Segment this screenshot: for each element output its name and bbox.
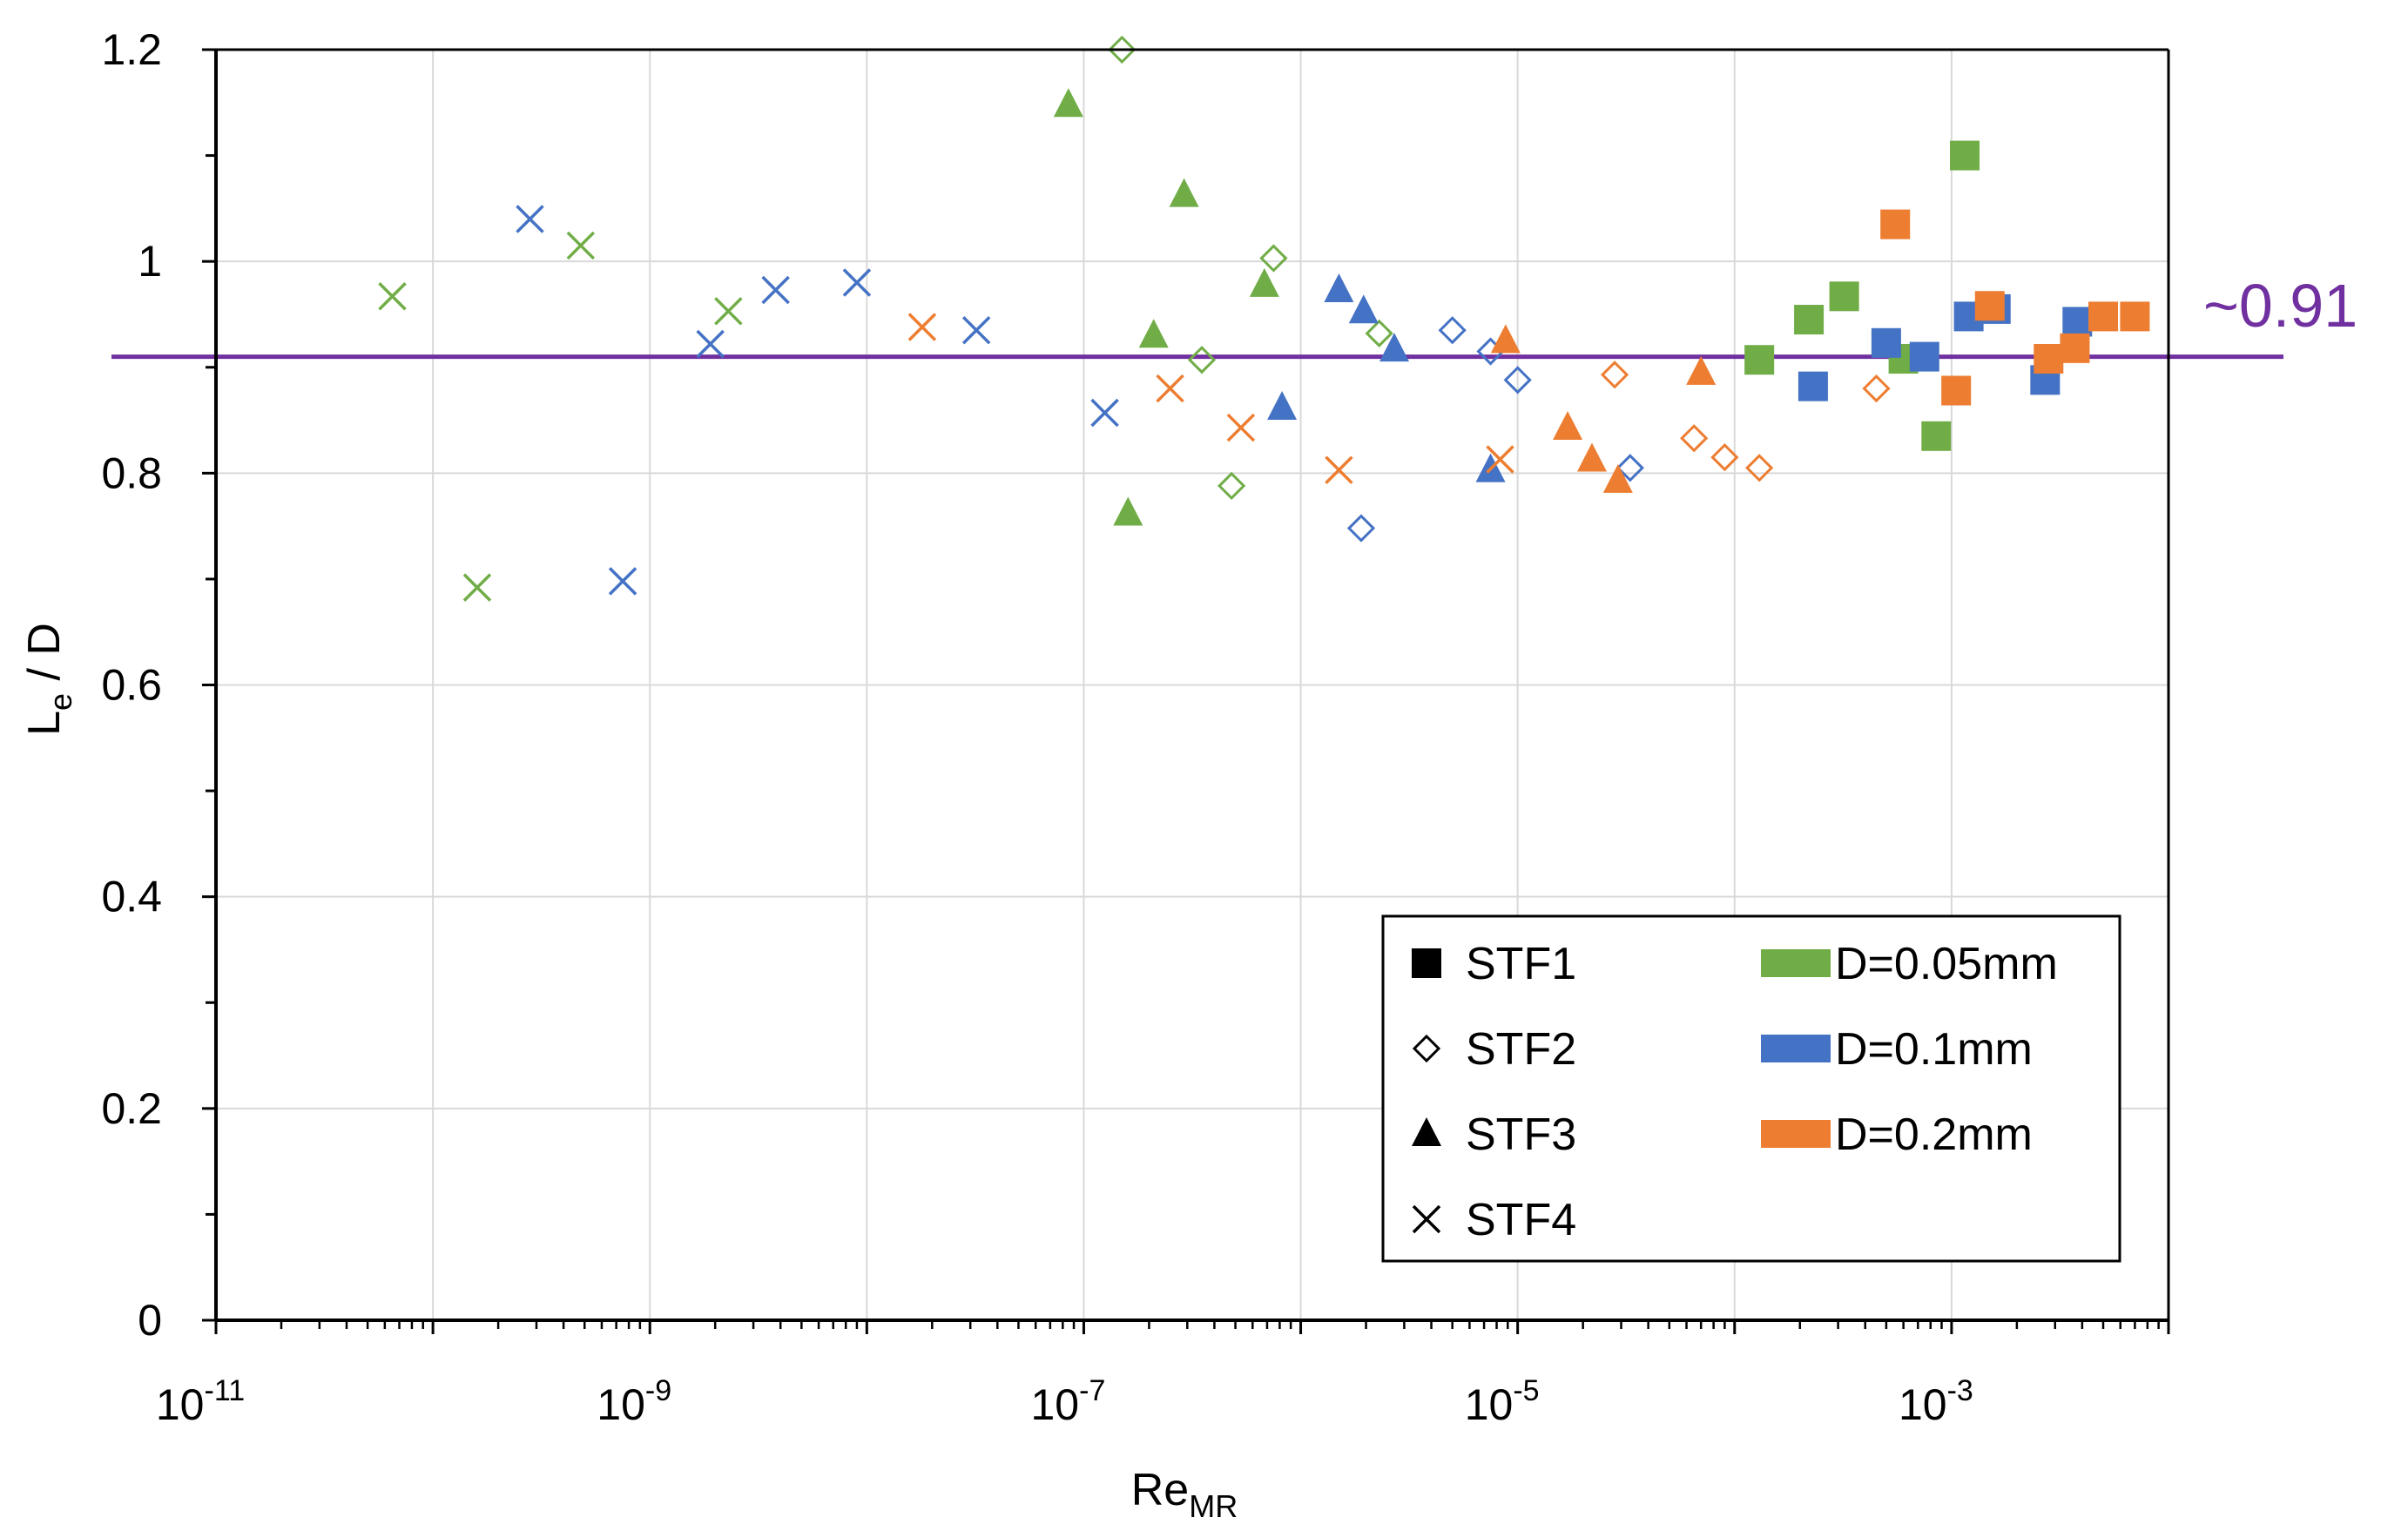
data-point-cross (378, 282, 407, 311)
legend-color-label: D=0.1mm (1835, 1024, 2033, 1075)
data-point-cross (608, 567, 637, 596)
data-point-square (1950, 140, 1980, 171)
data-point-square (1744, 345, 1775, 375)
data-point-diamond (1680, 424, 1709, 453)
x-tick-label: 10-3 (1899, 1374, 1973, 1429)
legend-color-label: D=0.05mm (1835, 939, 2058, 989)
data-point-square (2120, 301, 2150, 332)
legend-marker-label: STF2 (1466, 1024, 1576, 1075)
data-point-square (1974, 291, 2005, 321)
legend-color-swatch (1761, 949, 1831, 977)
x-tick-label: 10-5 (1465, 1374, 1540, 1429)
data-point-cross (1090, 398, 1119, 428)
data-point-square (1829, 281, 1859, 312)
reference-line-label: ~0.91 (2203, 272, 2357, 340)
y-tick-label: 0.4 (101, 873, 162, 921)
data-point-cross (1325, 455, 1353, 484)
data-point-triangle (1490, 324, 1521, 354)
legend-marker-label: STF3 (1466, 1109, 1576, 1160)
axes: 0 0.2 0.4 0.6 0.8 1 1.2 10-11 10-9 10-7 10-5 10-3 Re… (19, 25, 2170, 1524)
data-point-triangle (1113, 496, 1143, 526)
legend-color-swatch (1761, 1035, 1831, 1062)
data-point-diamond (1108, 35, 1137, 64)
y-axis-label: Le / D (19, 623, 78, 736)
data-point-diamond (1615, 454, 1644, 482)
legend-color-label: D=0.2mm (1835, 1109, 2033, 1160)
data-point-triangle (1602, 463, 1633, 493)
data-point-cross (1156, 374, 1184, 403)
data-point-triangle (1324, 273, 1354, 302)
y-tick-label: 0.8 (101, 449, 162, 497)
y-tick-label: 0.6 (101, 661, 162, 710)
x-tick-label: 10-11 (156, 1374, 245, 1429)
data-point-diamond (1217, 471, 1246, 501)
y-tick-label: 1.2 (101, 25, 162, 74)
x-tick-label: 10-7 (1031, 1374, 1106, 1429)
data-point-triangle (1267, 390, 1298, 420)
data-point-triangle (1348, 294, 1379, 324)
data-point-diamond (1745, 454, 1774, 482)
data-point-square (1794, 305, 1825, 335)
data-point-cross (714, 297, 743, 326)
x-axis-label: ReMR (1131, 1465, 1238, 1524)
data-point-cross (961, 315, 991, 345)
data-point-diamond (1600, 361, 1629, 389)
legend-marker-triangle (1412, 1117, 1441, 1146)
data-points (378, 35, 2150, 602)
data-point-triangle (1379, 333, 1410, 362)
y-tick-label: 1 (138, 237, 162, 286)
y-tick-label: 0.2 (101, 1084, 162, 1133)
data-point-triangle (1138, 319, 1169, 348)
data-point-cross (516, 205, 544, 233)
data-point-square (1880, 209, 1911, 239)
data-point-diamond (1862, 374, 1891, 403)
legend-marker-label: STF1 (1466, 939, 1576, 989)
data-point-cross (761, 275, 790, 305)
data-point-triangle (1686, 355, 1717, 385)
data-point-square (2062, 307, 2093, 337)
legend: STF1 STF2 STF3 STF4 D=0.05mm D=0.1mm D=0.2mm (1381, 914, 2121, 1263)
legend-marker-square (1412, 948, 1441, 978)
legend-marker-diamond (1412, 1034, 1441, 1063)
data-point-cross (1226, 413, 1256, 442)
data-point-cross (907, 313, 937, 341)
data-point-square (1941, 375, 1972, 406)
data-point-cross (462, 573, 492, 602)
reference-line-group: ~0.91 (111, 272, 2357, 360)
x-tick-label: 10-9 (597, 1374, 671, 1429)
y-tick-label: 0 (138, 1296, 162, 1345)
data-point-triangle (1576, 442, 1607, 472)
data-point-diamond (1259, 244, 1288, 273)
data-point-diamond (1346, 514, 1376, 543)
data-point-cross (696, 329, 725, 359)
data-point-cross (1486, 445, 1514, 474)
data-point-diamond (1710, 442, 1739, 472)
data-point-square (2088, 301, 2119, 332)
data-point-diamond (1438, 316, 1467, 345)
data-point-square (2034, 344, 2064, 374)
legend-marker-label: STF4 (1466, 1195, 1576, 1245)
data-point-triangle (1169, 178, 1199, 207)
legend-color-swatch (1761, 1120, 1831, 1148)
data-point-diamond (1503, 366, 1532, 395)
data-point-triangle (1249, 267, 1279, 297)
legend-marker-cross (1412, 1204, 1441, 1234)
data-point-square (2060, 333, 2090, 363)
data-point-triangle (1053, 88, 1083, 118)
data-point-diamond (1365, 319, 1393, 347)
data-point-cross (842, 268, 872, 297)
data-point-triangle (1553, 411, 1583, 441)
data-point-square (1798, 371, 1828, 401)
data-point-square (1921, 421, 1952, 451)
legend-box (1381, 914, 2121, 1263)
data-point-diamond (1187, 346, 1217, 374)
data-point-square (1871, 327, 1901, 358)
data-point-cross (566, 231, 596, 260)
data-point-square (1909, 341, 1939, 372)
